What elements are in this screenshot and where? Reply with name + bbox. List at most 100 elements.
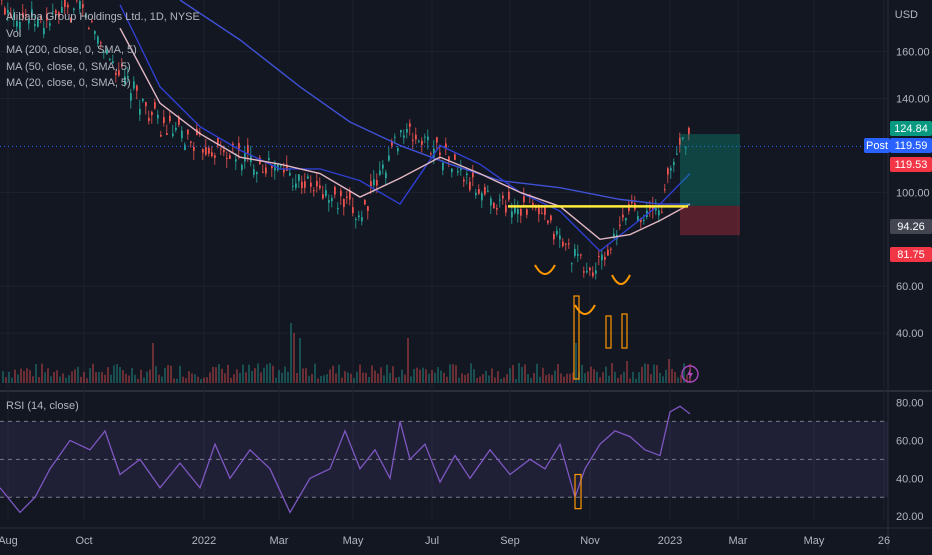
volume-bar: [416, 368, 418, 383]
indicator-ma20[interactable]: MA (20, close, 0, SMA, 5): [6, 75, 200, 92]
volume-bar: [353, 378, 355, 383]
volume-bar: [602, 372, 604, 383]
volume-bar: [221, 369, 223, 383]
volume-bar: [365, 373, 367, 383]
price-label: 94.26: [897, 221, 925, 233]
volume-bar: [374, 370, 376, 383]
candle-body: [340, 191, 342, 196]
candle-body: [373, 179, 375, 185]
volume-bar: [68, 375, 70, 383]
volume-bar: [521, 367, 523, 383]
volume-bar: [326, 374, 328, 383]
volume-bar: [635, 379, 637, 383]
volume-bar: [368, 377, 370, 383]
volume-bar: [383, 375, 385, 383]
candle-body: [379, 171, 381, 175]
candle-body: [184, 145, 186, 150]
candle-body: [148, 118, 150, 121]
volume-bar: [386, 365, 388, 383]
volume-bar: [359, 365, 361, 383]
volume-bar: [203, 378, 205, 383]
volume-bar: [158, 375, 160, 383]
volume-bar: [47, 368, 49, 383]
volume-bar: [287, 372, 289, 383]
candle-body: [280, 165, 282, 166]
candle-body: [595, 270, 597, 274]
candle-body: [502, 196, 504, 199]
volume-bar: [11, 378, 13, 383]
volume-bar: [182, 377, 184, 383]
volume-bar: [26, 368, 28, 383]
candle-body: [484, 187, 486, 194]
volume-bar: [350, 374, 352, 383]
candle-body: [253, 169, 255, 174]
volume-bar: [293, 333, 295, 383]
candle-body: [667, 168, 669, 174]
candle-body: [202, 149, 204, 152]
volume-bar: [671, 369, 673, 383]
candle-body: [298, 174, 300, 181]
candle-body: [499, 200, 501, 201]
candle-body: [139, 109, 141, 115]
candle-body: [229, 155, 231, 158]
volume-bar: [656, 365, 658, 383]
volume-bar: [650, 374, 652, 383]
volume-bar: [425, 369, 427, 383]
candle-body: [376, 180, 378, 185]
indicator-ma50[interactable]: MA (50, close, 0, SMA, 5): [6, 59, 200, 76]
rsi-legend[interactable]: RSI (14, close): [6, 400, 79, 412]
indicator-vol[interactable]: Vol: [6, 26, 200, 43]
volume-bar: [464, 375, 466, 383]
volume-bar: [614, 372, 616, 383]
indicator-ma200[interactable]: MA (200, close, 0, SMA, 5): [6, 42, 200, 59]
volume-bar: [476, 378, 478, 383]
candle-body: [394, 137, 396, 138]
candle-body: [220, 149, 222, 150]
rsi-tick-label: 40.00: [896, 473, 924, 485]
volume-bar: [134, 375, 136, 383]
volume-bar: [539, 377, 541, 383]
volume-bar: [56, 370, 58, 383]
volume-bar: [446, 377, 448, 383]
candle-body: [568, 243, 570, 244]
price-label: 119.53: [895, 159, 928, 171]
candle-body: [355, 219, 357, 220]
volume-bar: [554, 370, 556, 383]
volume-bar: [389, 373, 391, 383]
volume-bar: [296, 373, 298, 383]
candle-body: [205, 147, 207, 155]
candle-body: [610, 249, 612, 250]
candle-body: [559, 236, 561, 240]
volume-bar: [644, 364, 646, 383]
volume-bar: [515, 379, 517, 383]
price-label: 81.75: [897, 249, 925, 261]
volume-bar: [23, 371, 25, 383]
volume-bar: [527, 374, 529, 383]
volume-bar: [233, 374, 235, 383]
volume-bar: [677, 378, 679, 383]
volume-bar: [251, 371, 253, 383]
candle-body: [322, 194, 324, 198]
candle-body: [130, 93, 132, 100]
volume-bar: [668, 359, 670, 383]
candle-body: [409, 123, 411, 126]
candle-body: [688, 128, 690, 134]
volume-bar: [125, 374, 127, 383]
volume-bar: [131, 368, 133, 383]
symbol-title[interactable]: Alibaba Group Holdings Ltd., 1D, NYSE: [6, 9, 200, 26]
volume-bar: [140, 370, 142, 383]
volume-bar: [536, 364, 538, 383]
volume-bar: [482, 374, 484, 383]
volume-bar: [62, 373, 64, 383]
volume-bar: [227, 365, 229, 383]
candle-body: [463, 180, 465, 182]
volume-bar: [437, 367, 439, 383]
candle-body: [442, 163, 444, 170]
candle-body: [571, 263, 573, 264]
candle-body: [64, 0, 66, 7]
x-tick-label: Aug: [0, 535, 18, 547]
volume-bar: [257, 364, 259, 383]
x-tick-label: Jul: [425, 535, 439, 547]
volume-bar: [167, 365, 169, 383]
volume-bar: [170, 366, 172, 383]
